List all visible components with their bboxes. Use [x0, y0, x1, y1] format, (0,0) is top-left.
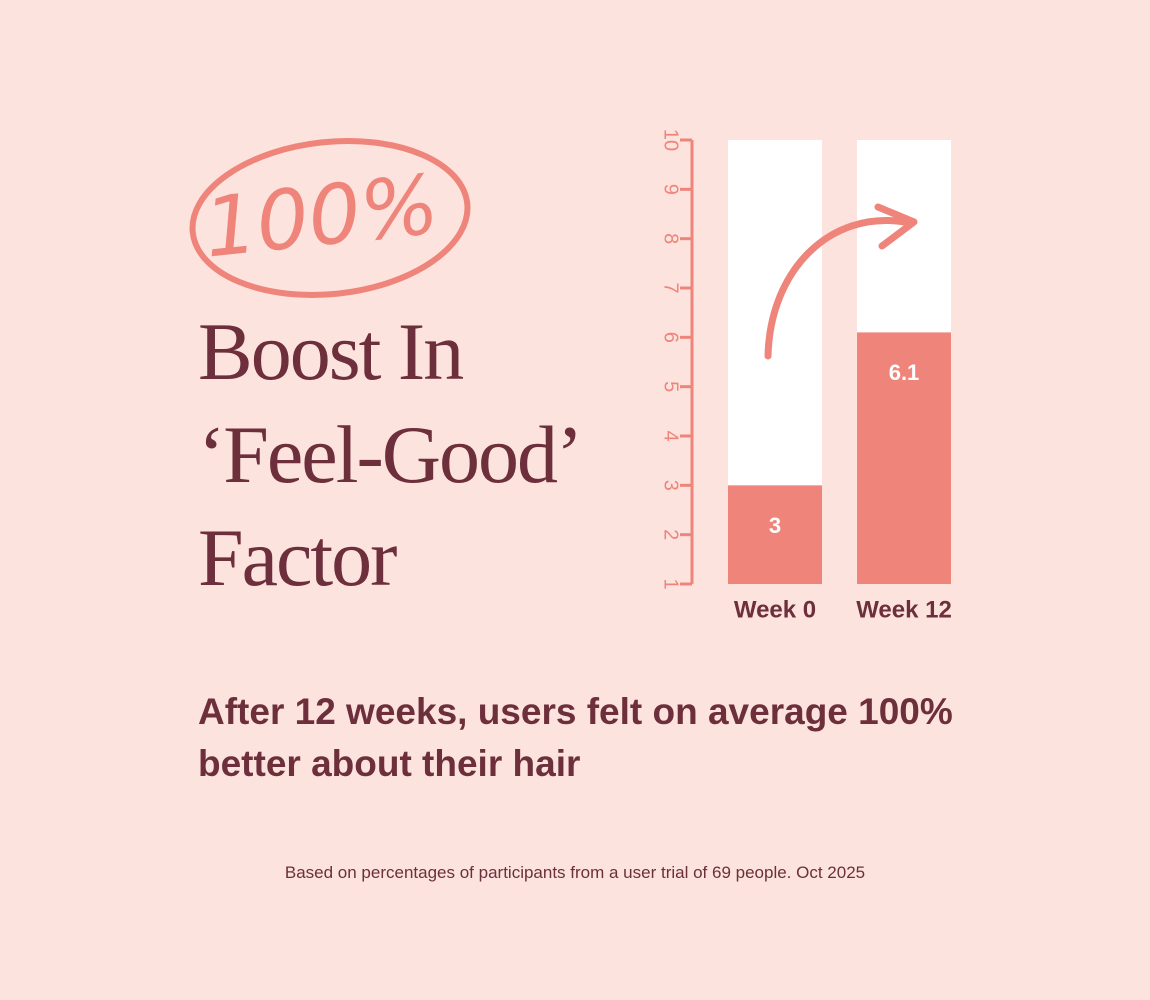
y-tick-label: 3 — [660, 480, 682, 491]
headline: Boost In ‘Feel-Good’ Factor — [198, 306, 577, 603]
value-label: 3 — [769, 513, 781, 538]
badge-text: 100% — [200, 157, 443, 276]
y-tick-label: 6 — [660, 332, 682, 343]
bar — [728, 485, 822, 584]
y-tick-label: 7 — [660, 282, 682, 293]
y-tick-label: 2 — [660, 529, 682, 540]
y-tick-label: 8 — [660, 233, 682, 244]
trend-arrow-head — [874, 203, 918, 250]
bar — [857, 332, 951, 584]
x-tick-label: Week 12 — [856, 596, 952, 623]
trend-arrow — [764, 217, 909, 360]
x-tick-label: Week 0 — [734, 596, 816, 623]
y-tick-label: 9 — [660, 184, 682, 195]
y-tick-label: 10 — [660, 129, 682, 151]
footnote: Based on percentages of participants fro… — [284, 863, 866, 882]
y-tick-label: 4 — [660, 430, 682, 441]
y-tick-label: 1 — [660, 578, 682, 589]
subtitle: After 12 weeks, users felt on average 10… — [198, 691, 953, 784]
badge-circle — [189, 138, 471, 298]
value-label: 6.1 — [889, 360, 920, 385]
y-tick-label: 5 — [660, 381, 682, 392]
plot: 1 2 3 4 5 6 7 8 9 10 3 Week 0 6.1 Week 12 — [660, 129, 952, 623]
